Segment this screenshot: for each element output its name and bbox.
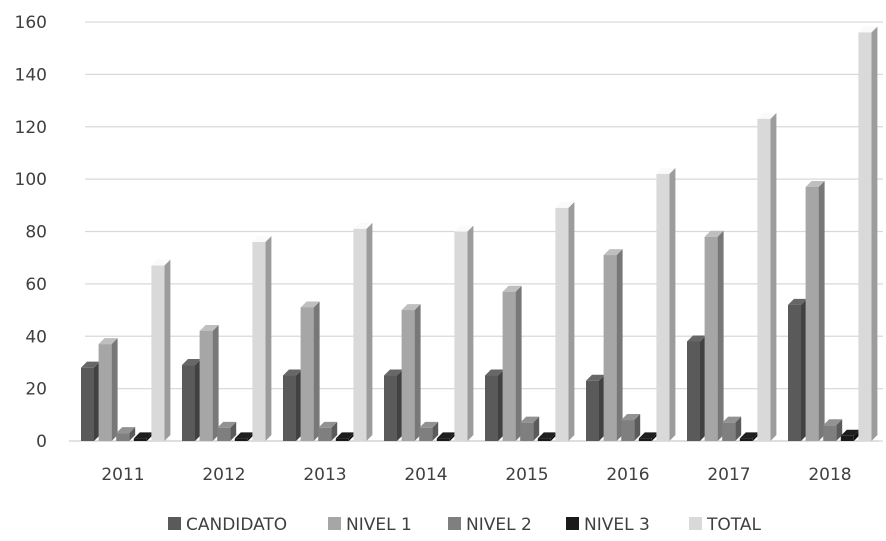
y-axis-ticks: 0 20 40 60 80 100 120 140 160 — [15, 13, 47, 452]
x-tick-label: 2014 — [404, 465, 447, 485]
legend-item-candidato: CANDIDATO — [168, 515, 287, 535]
legend-label: NIVEL 3 — [584, 515, 650, 535]
bar-nivel-3-2012 — [234, 432, 254, 441]
bars — [81, 26, 878, 442]
bar-nivel-3-2011 — [133, 432, 153, 441]
legend-swatch — [689, 517, 702, 530]
legend-swatch — [448, 517, 461, 530]
legend: CANDIDATO NIVEL 1 NIVEL 2 NIVEL 3 TOTAL — [168, 515, 761, 535]
x-tick-label: 2018 — [808, 465, 851, 485]
bar-nivel-2-2013 — [318, 421, 338, 441]
bar-candidato-2018 — [788, 298, 807, 441]
bar-nivel-3-2016 — [638, 432, 658, 441]
bar-nivel-2-2014 — [419, 421, 439, 441]
x-tick-label: 2017 — [707, 465, 750, 485]
bar-nivel-3-2013 — [335, 432, 355, 441]
legend-label: CANDIDATO — [186, 515, 287, 535]
y-tick-label: 80 — [25, 223, 47, 243]
bar-nivel-1-2018 — [805, 180, 825, 441]
bar-total-2014 — [454, 225, 474, 441]
x-tick-label: 2011 — [101, 465, 144, 485]
bar-total-2013 — [353, 222, 373, 441]
bar-total-2018 — [858, 26, 878, 441]
bar-nivel-2-2015 — [520, 416, 540, 441]
bar-nivel-1-2016 — [603, 249, 623, 441]
bar-nivel-2-2011 — [116, 427, 136, 441]
legend-item-total: TOTAL — [689, 515, 761, 535]
legend-swatch — [168, 517, 181, 530]
bar-nivel-3-2018 — [840, 429, 860, 441]
bar-nivel-1-2014 — [401, 304, 421, 441]
bar-candidato-2013 — [283, 369, 302, 441]
bar-total-2015 — [555, 201, 575, 441]
legend-label: NIVEL 1 — [346, 515, 412, 535]
bar-nivel-1-2013 — [300, 301, 320, 441]
bar-candidato-2017 — [687, 335, 706, 441]
bar-total-2011 — [151, 259, 171, 441]
bar-nivel-2-2016 — [621, 414, 641, 441]
bar-nivel-2-2012 — [217, 421, 237, 441]
x-tick-label: 2013 — [303, 465, 346, 485]
bar-candidato-2015 — [485, 369, 504, 441]
bar-candidato-2012 — [182, 359, 201, 441]
x-axis-ticks: 2011 2012 2013 2014 2015 2016 2017 2018 — [101, 465, 851, 485]
legend-item-nivel-2: NIVEL 2 — [448, 515, 532, 535]
bar-nivel-2-2018 — [823, 419, 843, 441]
legend-swatch — [328, 517, 341, 530]
legend-swatch — [566, 517, 579, 530]
legend-item-nivel-3: NIVEL 3 — [566, 515, 650, 535]
y-tick-label: 100 — [15, 170, 47, 190]
y-tick-label: 40 — [25, 327, 47, 347]
bar-nivel-3-2015 — [537, 432, 557, 441]
y-tick-label: 160 — [15, 13, 47, 33]
bar-nivel-3-2017 — [739, 432, 759, 441]
bar-nivel-2-2017 — [722, 416, 742, 441]
bar-candidato-2016 — [586, 374, 605, 441]
y-tick-label: 60 — [25, 275, 47, 295]
bar-nivel-1-2012 — [199, 325, 219, 441]
x-tick-label: 2015 — [505, 465, 548, 485]
y-tick-label: 0 — [36, 432, 47, 452]
y-tick-label: 120 — [15, 118, 47, 138]
legend-label: NIVEL 2 — [466, 515, 532, 535]
x-tick-label: 2016 — [606, 465, 649, 485]
legend-item-nivel-1: NIVEL 1 — [328, 515, 412, 535]
bar-nivel-1-2017 — [704, 230, 724, 441]
bar-nivel-3-2014 — [436, 432, 456, 441]
x-tick-label: 2012 — [202, 465, 245, 485]
bar-nivel-1-2015 — [502, 285, 522, 441]
y-tick-label: 20 — [25, 380, 47, 400]
bar-nivel-1-2011 — [98, 338, 118, 441]
legend-label: TOTAL — [706, 515, 761, 535]
bar-total-2016 — [656, 167, 676, 441]
bar-total-2012 — [252, 235, 272, 441]
bar-total-2017 — [757, 112, 777, 442]
bar-candidato-2011 — [81, 361, 100, 441]
bar-candidato-2014 — [384, 369, 403, 441]
y-tick-label: 140 — [15, 65, 47, 85]
